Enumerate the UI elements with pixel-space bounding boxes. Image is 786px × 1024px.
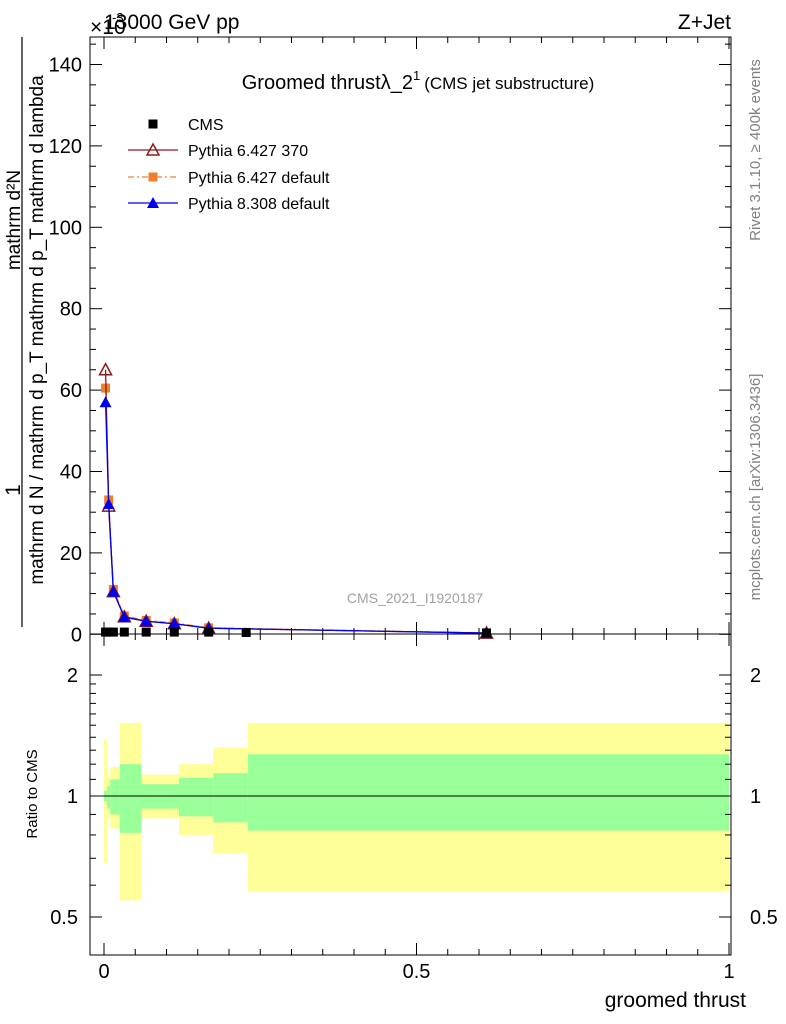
ratio-y-tick-label: 0.5: [50, 907, 78, 929]
ratio-bands: [104, 722, 729, 901]
data-point: [99, 396, 112, 408]
legend-item: CMS: [148, 117, 224, 134]
main-plot-frame: [89, 36, 732, 635]
y-tick-label: 60: [60, 380, 82, 402]
legend: CMS Pythia 6.427 370 Pythia 6.427 default P…: [128, 117, 330, 213]
ylabel-numerator: 1: [2, 484, 25, 496]
ratio-y-tick-label-right: 0.5: [750, 907, 778, 929]
ratio-plot-frame: [89, 633, 732, 956]
ratio-inner-band: [213, 773, 248, 823]
data-point: [104, 627, 114, 637]
ratio-inner-band: [107, 785, 111, 809]
data-point: [107, 585, 120, 597]
data-point: [169, 627, 179, 637]
data-point: [102, 498, 115, 510]
data-point: [204, 627, 214, 637]
y-tick-label: 20: [60, 543, 82, 565]
xlabel: groomed thrust: [605, 989, 746, 1012]
chart-title: Groomed thrustλ_21 (CMS jet substructure): [242, 68, 594, 94]
legend-item: Pythia 8.308 default: [128, 196, 330, 213]
series-cms: [101, 627, 491, 638]
y-tick-label: 100: [49, 217, 82, 239]
title-lambda: λ_2: [381, 72, 413, 94]
legend-item: Pythia 6.427 default: [128, 170, 330, 187]
ratio-axis-ticks: 0.5 0.5 1 1 2 2 0 0.5 1: [50, 634, 778, 983]
data-point: [98, 362, 113, 376]
ylabel-top-numer: mathrm d²N: [4, 170, 25, 270]
y-tick-label: 120: [49, 136, 82, 158]
ratio-y-tick-label: 2: [67, 665, 78, 687]
ratio-inner-band: [110, 779, 120, 815]
legend-label: Pythia 6.427 370: [188, 143, 308, 160]
energy-label: 13000 GeV pp: [104, 11, 239, 34]
data-point: [119, 627, 129, 637]
ratio-outer-band: [104, 739, 108, 864]
ratio-inner-band: [247, 754, 729, 831]
process-label: Z+Jet: [678, 11, 731, 34]
data-point: [140, 615, 153, 627]
y-tick-label: 0: [71, 624, 82, 646]
title-sup: 1: [413, 68, 420, 83]
data-point: [141, 627, 151, 637]
data-point: [145, 142, 161, 156]
x-tick-label: 0.5: [403, 961, 431, 983]
data-point: [168, 617, 181, 629]
ratio-y-tick-label-right: 2: [750, 665, 761, 687]
ratio-y-tick-label: 1: [67, 786, 78, 808]
rivet-label: Rivet 3.1.10, ≥ 400k events: [747, 59, 764, 241]
y-tick-label: 80: [60, 299, 82, 321]
data-point: [147, 197, 159, 208]
legend-label: CMS: [188, 117, 224, 134]
y-tick-label: 40: [60, 462, 82, 484]
x-tick-label: 1: [723, 961, 734, 983]
mcplots-label: mcplots.cern.ch [arXiv:1306.3436]: [747, 374, 764, 601]
y-tick-label: 140: [49, 55, 82, 77]
exponent-power: -3: [112, 10, 124, 25]
title-main: Groomed thrust: [242, 72, 381, 94]
legend-label: Pythia 8.308 default: [188, 196, 330, 213]
ratio-inner-band: [179, 777, 214, 817]
data-point: [148, 172, 158, 182]
main-axis-ticks: 0 20 40 60 80 100 120 140: [49, 37, 731, 646]
title-suffix: (CMS jet substructure): [424, 74, 594, 93]
data-point: [108, 627, 118, 637]
data-point: [482, 628, 491, 638]
x-tick-label: 0: [98, 961, 109, 983]
legend-item: Pythia 6.427 370: [128, 142, 308, 160]
data-point: [148, 119, 158, 129]
ratio-inner-band: [119, 764, 142, 833]
ylabel-denominator: mathrm d N / mathrm d p_T mathrm d p_T m…: [27, 75, 48, 585]
series-layer: [98, 362, 494, 639]
ratio-y-tick-label-right: 1: [750, 786, 761, 808]
legend-label: Pythia 6.427 default: [188, 170, 330, 187]
exponent-label: ×10: [90, 16, 126, 39]
data-point: [118, 611, 131, 623]
series-line: [104, 402, 487, 634]
data-point: [241, 627, 251, 637]
ratio-ylabel: Ratio to CMS: [24, 749, 41, 838]
analysis-watermark: CMS_2021_I1920187: [347, 590, 483, 606]
